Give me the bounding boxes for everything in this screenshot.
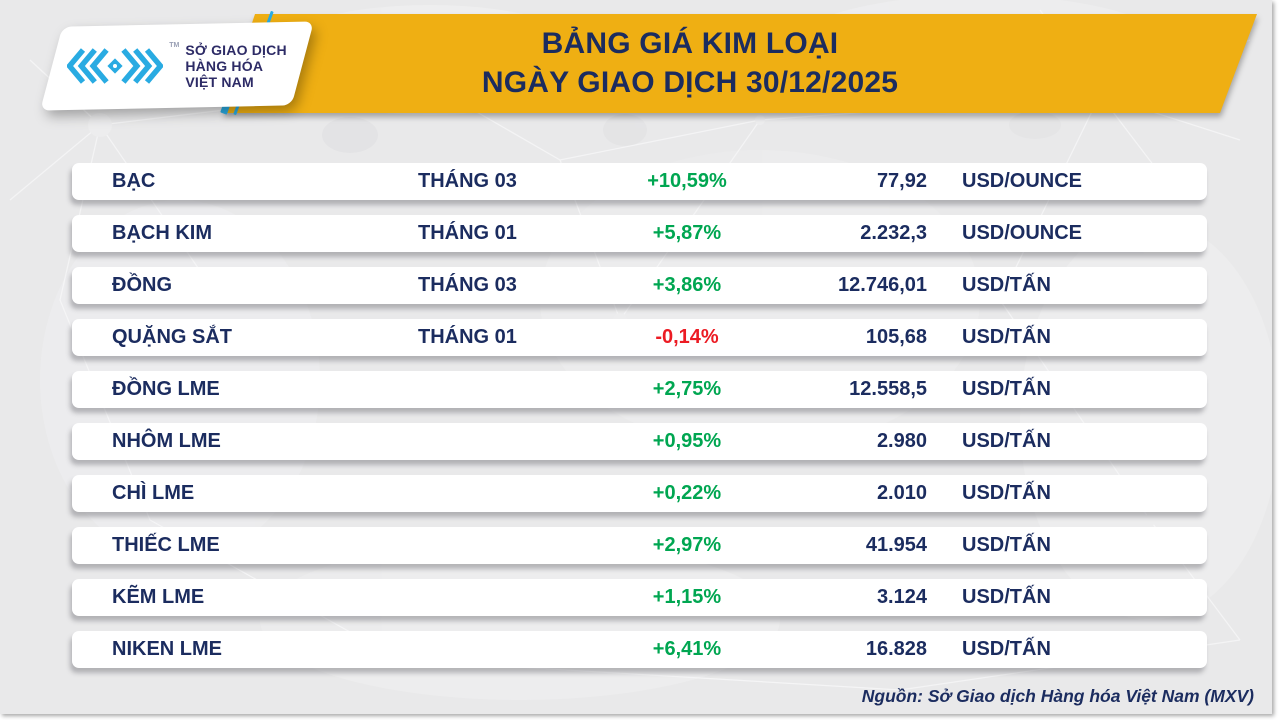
logo-line-2: HÀNG HÓA [185,58,264,74]
page-title: BẢNG GIÁ KIM LOẠI NGÀY GIAO DỊCH 30/12/2… [380,14,1000,113]
table-row: BẠC THÁNG 03 +10,59% 77,92 USD/OUNCE [72,163,1207,200]
percent-change: +2,97% [652,534,722,556]
price-value: 77,92 [876,170,927,192]
commodity-name: KẼM LME [112,586,205,608]
contract-month: THÁNG 01 [418,326,517,348]
price-value: 41.954 [865,534,927,556]
percent-change: +5,87% [652,222,722,244]
percent-change: +1,15% [652,586,722,608]
price-value: 105,68 [865,326,927,348]
commodity-name: NIKEN LME [112,638,222,660]
price-unit: USD/TẤN [962,274,1051,296]
percent-change: +0,22% [652,482,722,504]
mxv-logo-inner: TM SỞ GIAO DỊCH HÀNG HÓA VIỆT NAM [52,24,302,108]
logo-line-3: VIỆT NAM [185,74,254,90]
table-row: BẠCH KIM THÁNG 01 +5,87% 2.232,3 USD/OUN… [72,215,1207,252]
percent-change: -0,14% [655,326,719,348]
banner-shadow [0,0,1272,130]
percent-change: +3,86% [652,274,722,296]
logo-line-1: SỞ GIAO DỊCH [185,42,287,58]
price-unit: USD/TẤN [962,430,1051,452]
price-unit: USD/TẤN [962,378,1051,400]
contract-month: THÁNG 03 [418,274,517,296]
price-value: 3.124 [876,586,927,608]
table-row: THIẾC LME +2,97% 41.954 USD/TẤN [72,527,1207,564]
price-unit: USD/TẤN [962,638,1051,660]
metal-price-table: BẠC THÁNG 03 +10,59% 77,92 USD/OUNCE BẠC… [72,163,1207,683]
table-row: QUẶNG SẮT THÁNG 01 -0,14% 105,68 USD/TẤN [72,319,1207,356]
price-value: 2.010 [876,482,927,504]
commodity-name: THIẾC LME [112,534,220,556]
price-value: 12.746,01 [838,274,927,296]
title-line-2: NGÀY GIAO DỊCH 30/12/2025 [481,66,899,99]
price-unit: USD/TẤN [962,482,1051,504]
commodity-name: QUẶNG SẮT [112,326,232,348]
price-unit: USD/OUNCE [962,170,1083,192]
price-unit: USD/OUNCE [962,222,1083,244]
commodity-name: NHÔM LME [112,430,221,452]
price-unit: USD/TẤN [962,326,1051,348]
mxv-chevron-logo-icon [67,48,164,84]
commodity-name: ĐỒNG [112,274,172,296]
table-row: NHÔM LME +0,95% 2.980 USD/TẤN [72,423,1207,460]
percent-change: +0,95% [652,430,722,452]
price-value: 12.558,5 [849,378,927,400]
title-line-1: BẢNG GIÁ KIM LOẠI [541,27,839,60]
price-unit: USD/TẤN [962,586,1051,608]
price-value: 16.828 [865,638,927,660]
source-attribution: Nguồn: Sở Giao dịch Hàng hóa Việt Nam (M… [861,686,1254,706]
commodity-name: BẠCH KIM [112,222,212,244]
commodity-name: BẠC [112,170,156,192]
table-row: ĐỒNG LME +2,75% 12.558,5 USD/TẤN [72,371,1207,408]
table-row: NIKEN LME +6,41% 16.828 USD/TẤN [72,631,1207,668]
price-value: 2.980 [876,430,927,452]
mxv-logo-card: TM SỞ GIAO DỊCH HÀNG HÓA VIỆT NAM [40,21,314,111]
commodity-name: ĐỒNG LME [112,378,220,400]
table-row: ĐỒNG THÁNG 03 +3,86% 12.746,01 USD/TẤN [72,267,1207,304]
table-row: CHÌ LME +0,22% 2.010 USD/TẤN [72,475,1207,512]
price-value: 2.232,3 [860,222,927,244]
table-row: KẼM LME +1,15% 3.124 USD/TẤN [72,579,1207,616]
mxv-logo-text: SỞ GIAO DỊCH HÀNG HÓA VIỆT NAM [185,42,286,90]
contract-month: THÁNG 03 [418,170,517,192]
percent-change: +2,75% [652,378,722,400]
commodity-name: CHÌ LME [112,482,195,504]
trademark-symbol: TM [169,42,180,49]
contract-month: THÁNG 01 [418,222,517,244]
percent-change: +6,41% [652,638,722,660]
title-banner [222,14,1257,113]
percent-change: +10,59% [647,170,727,192]
price-unit: USD/TẤN [962,534,1051,556]
